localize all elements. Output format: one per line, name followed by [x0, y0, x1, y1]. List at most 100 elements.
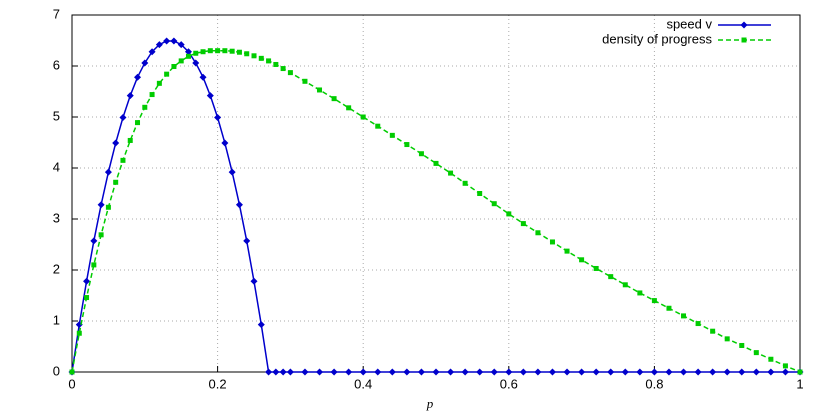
- marker: [142, 104, 148, 110]
- marker: [200, 49, 206, 55]
- y-tick-label: 2: [53, 261, 60, 276]
- marker: [221, 139, 229, 147]
- marker: [257, 321, 265, 329]
- marker: [251, 53, 257, 59]
- marker: [520, 221, 526, 227]
- marker: [215, 48, 221, 54]
- marker: [199, 73, 207, 81]
- marker: [477, 191, 483, 196]
- marker: [316, 368, 324, 376]
- marker: [83, 277, 91, 285]
- marker: [141, 59, 149, 67]
- marker: [279, 368, 287, 376]
- marker: [462, 180, 468, 186]
- y-tick-label: 5: [53, 108, 60, 123]
- marker: [650, 368, 658, 376]
- marker: [665, 368, 673, 376]
- marker: [578, 368, 586, 376]
- x-axis-label: p: [426, 396, 434, 411]
- marker: [273, 61, 279, 67]
- marker: [666, 305, 672, 311]
- marker: [243, 237, 251, 245]
- marker: [389, 132, 395, 138]
- y-tick-label: 7: [53, 6, 60, 21]
- marker: [214, 114, 222, 122]
- marker: [301, 368, 309, 376]
- marker: [360, 114, 366, 120]
- marker: [266, 58, 272, 64]
- x-tick-label: 0.2: [209, 376, 227, 391]
- marker: [331, 96, 337, 102]
- marker: [258, 55, 264, 61]
- marker: [286, 368, 294, 376]
- marker: [621, 368, 629, 376]
- marker: [418, 151, 424, 157]
- y-tick-label: 1: [53, 312, 60, 327]
- x-tick-label: 0: [68, 376, 75, 391]
- marker: [135, 120, 141, 126]
- marker: [192, 59, 200, 67]
- marker: [164, 71, 170, 77]
- marker: [403, 368, 411, 376]
- marker: [448, 170, 454, 176]
- marker: [287, 70, 293, 76]
- marker: [184, 48, 192, 56]
- y-tick-label: 0: [53, 363, 60, 378]
- marker: [767, 368, 775, 376]
- marker: [752, 368, 760, 376]
- y-tick-label: 3: [53, 210, 60, 225]
- marker: [432, 368, 440, 376]
- marker: [149, 92, 155, 98]
- marker: [244, 51, 250, 57]
- marker: [98, 232, 104, 238]
- marker: [447, 368, 455, 376]
- marker: [476, 368, 484, 376]
- marker: [388, 368, 396, 376]
- marker: [345, 368, 353, 376]
- marker: [235, 201, 243, 209]
- marker: [193, 50, 199, 56]
- marker: [607, 368, 615, 376]
- marker: [346, 105, 352, 111]
- marker: [104, 168, 112, 176]
- marker: [177, 41, 185, 49]
- marker: [97, 201, 105, 209]
- marker: [207, 48, 213, 54]
- marker: [265, 368, 273, 376]
- plot-frame: [71, 14, 801, 373]
- marker: [76, 330, 82, 336]
- marker: [710, 328, 716, 334]
- series-line: [71, 40, 800, 373]
- marker: [330, 368, 338, 376]
- marker: [680, 368, 688, 376]
- marker: [738, 368, 746, 376]
- marker: [170, 37, 178, 45]
- marker: [302, 78, 308, 84]
- marker: [724, 336, 730, 342]
- marker: [228, 168, 236, 176]
- marker: [534, 368, 542, 376]
- marker: [113, 179, 119, 185]
- series-line: [71, 49, 801, 373]
- marker: [417, 368, 425, 376]
- marker: [272, 368, 280, 376]
- marker: [608, 274, 614, 280]
- marker: [506, 211, 512, 217]
- marker: [236, 49, 242, 55]
- y-tick-label: 4: [53, 159, 60, 174]
- x-tick-label: 0.8: [645, 376, 663, 391]
- marker: [535, 230, 541, 236]
- marker: [723, 368, 731, 376]
- legend-marker: [741, 37, 747, 43]
- marker: [126, 92, 134, 100]
- marker: [739, 342, 745, 348]
- marker: [695, 321, 701, 327]
- marker: [229, 48, 235, 54]
- marker: [280, 66, 286, 72]
- marker: [592, 368, 600, 376]
- marker: [404, 142, 410, 148]
- marker: [206, 92, 214, 100]
- legend-label: density of progress: [602, 31, 712, 46]
- marker: [374, 368, 382, 376]
- marker: [163, 37, 171, 45]
